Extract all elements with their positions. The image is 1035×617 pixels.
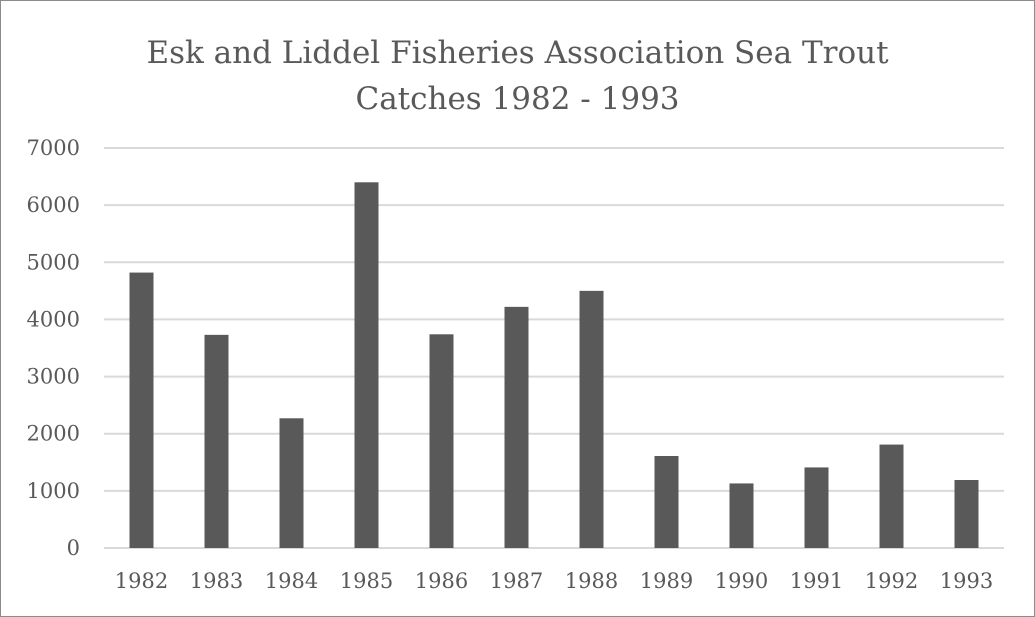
y-tick-label: 0	[67, 536, 80, 560]
bars	[129, 182, 979, 549]
bar-1985	[354, 182, 379, 549]
x-tick-label: 1991	[790, 569, 843, 593]
gridlines	[104, 147, 1004, 549]
x-axis-ticks: 1982 1983 1984 1985 1986 1987 1988 1989 1990 1991…	[115, 569, 993, 593]
bar-1982	[129, 272, 154, 548]
x-tick-label: 1983	[190, 569, 243, 593]
bar-1992	[879, 444, 904, 548]
y-tick-label: 3000	[27, 365, 80, 389]
x-tick-label: 1989	[640, 569, 693, 593]
bar-1983	[204, 334, 229, 548]
x-tick-label: 1986	[415, 569, 468, 593]
bar-1984	[279, 418, 304, 548]
bar-1987	[504, 306, 529, 548]
x-tick-label: 1988	[565, 569, 618, 593]
x-tick-label: 1987	[490, 569, 543, 593]
x-tick-label: 1992	[865, 569, 918, 593]
y-tick-label: 2000	[27, 422, 80, 446]
y-tick-label: 1000	[27, 479, 80, 503]
y-tick-label: 6000	[27, 193, 80, 217]
bar-1993	[954, 480, 979, 548]
x-tick-label: 1982	[115, 569, 168, 593]
y-tick-label: 4000	[27, 307, 80, 331]
x-tick-label: 1993	[940, 569, 993, 593]
bar-1988	[579, 290, 604, 548]
y-tick-label: 7000	[27, 136, 80, 160]
y-axis-ticks: 0 1000 2000 3000 4000 5000 6000 7000	[27, 136, 80, 560]
x-tick-label: 1990	[715, 569, 768, 593]
bar-1989	[654, 456, 679, 548]
bar-1986	[429, 334, 454, 548]
chart-title-line-1: Esk and Liddel Fisheries Association Sea…	[146, 35, 889, 71]
x-tick-label: 1985	[340, 569, 393, 593]
bar-1990	[729, 483, 754, 548]
chart-title-line-2: Catches 1982 - 1993	[355, 81, 680, 117]
y-tick-label: 5000	[27, 250, 80, 274]
x-tick-label: 1984	[265, 569, 318, 593]
bar-1991	[804, 467, 829, 548]
chart-title: Esk and Liddel Fisheries Association Sea…	[0, 30, 1035, 122]
